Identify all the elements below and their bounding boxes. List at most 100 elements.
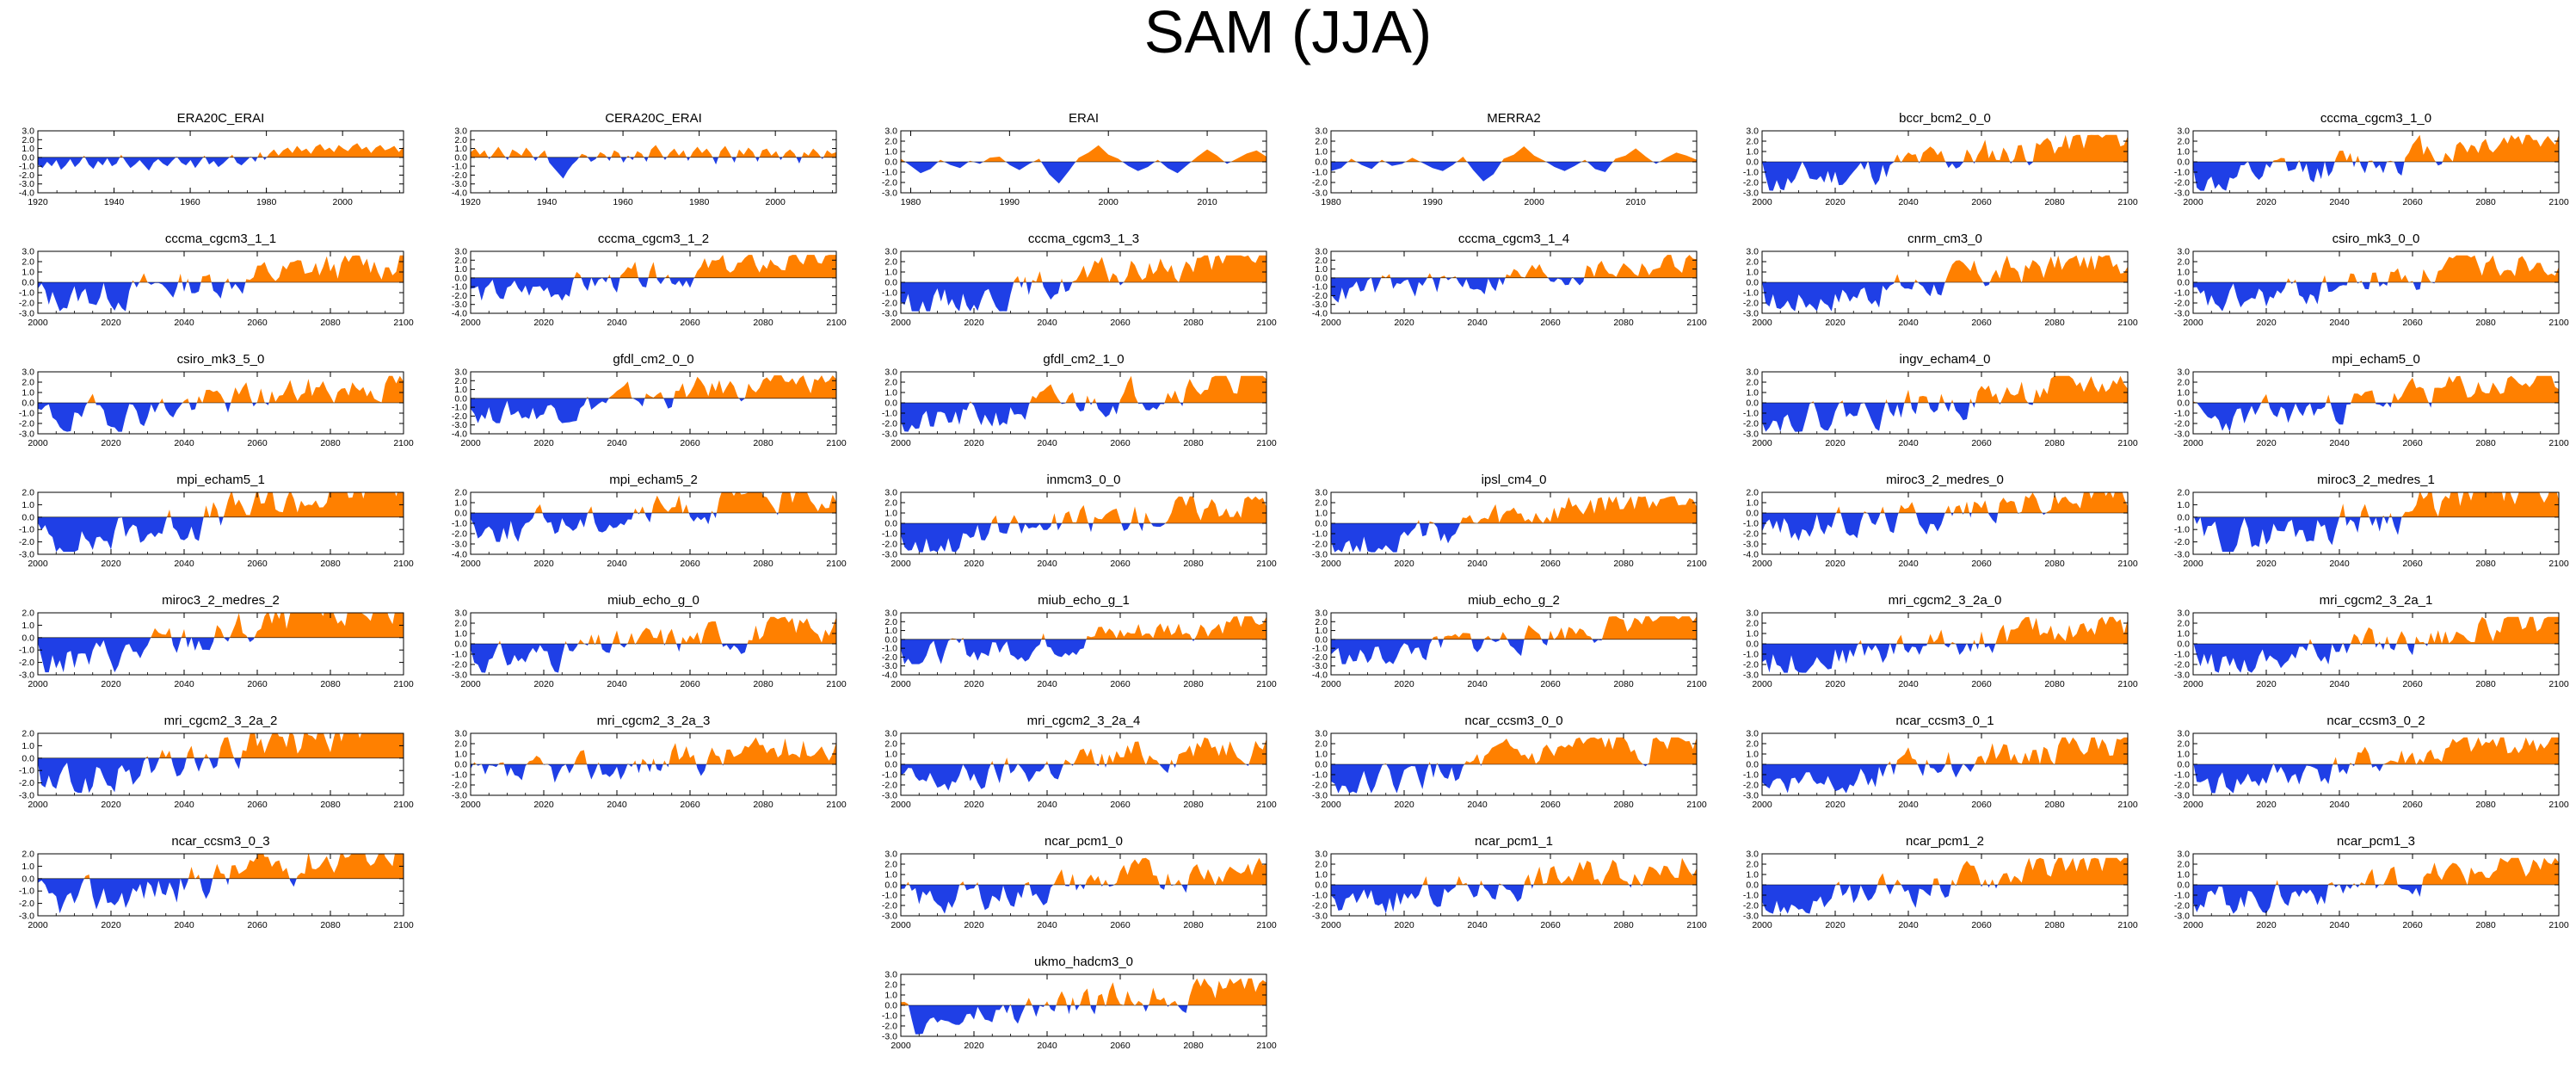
positive-area: [901, 145, 1266, 162]
negative-area: [2193, 885, 2559, 914]
y-tick-label: -3.0: [1312, 300, 1328, 310]
y-tick-label: 3.0: [1746, 127, 1759, 137]
y-tick-label: 2.0: [884, 137, 897, 147]
chart-panel-ncar_ccsm3_0_1: ncar_ccsm3_0_13.02.01.00.0-1.0-2.0-3.020…: [1743, 714, 2138, 810]
negative-area: [1331, 885, 1697, 914]
negative-area: [2193, 516, 2559, 553]
x-tick-label: 2100: [2117, 679, 2138, 689]
x-tick-label: 2020: [1394, 559, 1414, 569]
panel-title: inmcm3_0_0: [1047, 473, 1121, 487]
chart-panel-gfdl_cm2_0_0: gfdl_cm2_0_0 3.02.01.00.0-1.0-2.0-3.0-4.0…: [452, 352, 847, 448]
y-tick-label: -2.0: [1743, 529, 1759, 540]
x-tick-label: 2040: [1898, 438, 1919, 448]
panel-title: CERA20C_ERAI: [605, 111, 702, 126]
y-tick-label: -3.0: [19, 179, 34, 189]
x-tick-label: 2000: [891, 800, 911, 810]
y-tick-label: 0.0: [1746, 509, 1759, 519]
y-tick-label: 1.0: [1315, 870, 1328, 881]
x-tick-label: 2000: [1752, 920, 1772, 930]
x-tick-label: 2020: [2256, 318, 2277, 328]
x-tick-label: 2040: [607, 679, 627, 689]
x-tick-label: 2040: [1037, 559, 1057, 569]
chart-panel-mri_cgcm2_3_2a_1: mri_cgcm2_3_2a_1 3.02.01.00.0-1.0-2.0-3.0…: [2174, 593, 2569, 689]
y-tick-label: 3.0: [1746, 609, 1759, 619]
x-tick-label: 2080: [2475, 197, 2496, 207]
y-tick-label: 2.0: [22, 850, 34, 860]
y-tick-label: -3.0: [2174, 791, 2190, 801]
negative-area: [1762, 885, 2128, 914]
negative-area: [901, 639, 1195, 664]
y-tick-label: 0.0: [2177, 399, 2190, 409]
panel-title: ERA20C_ERAI: [177, 111, 265, 126]
y-tick-label: 0.0: [454, 640, 467, 650]
chart-panel-cccma_cgcm3_1_3: cccma_cgcm3_1_33.02.01.00.0-1.0-2.0-3.02…: [882, 232, 1277, 328]
x-tick-label: 2000: [28, 318, 48, 328]
x-tick-label: 2020: [1394, 318, 1414, 328]
x-tick-label: 2080: [320, 559, 341, 569]
y-tick-label: -1.0: [19, 162, 34, 172]
x-tick-label: 2060: [2402, 438, 2423, 448]
y-tick-label: 1.0: [2177, 750, 2190, 760]
y-tick-label: -2.0: [2174, 901, 2190, 911]
x-tick-label: 1980: [901, 197, 921, 207]
x-tick-label: 2000: [332, 197, 353, 207]
y-tick-label: 1.0: [454, 264, 467, 275]
y-tick-label: -2.0: [1743, 419, 1759, 429]
x-tick-label: 1980: [1321, 197, 1341, 207]
positive-area: [901, 255, 1266, 282]
y-tick-label: -2.0: [19, 419, 34, 429]
y-tick-label: 3.0: [454, 127, 467, 137]
y-tick-label: -2.0: [452, 170, 467, 181]
y-tick-label: 0.0: [454, 152, 467, 163]
x-tick-label: 2000: [2183, 197, 2203, 207]
positive-area: [1331, 616, 1697, 640]
positive-area: [1762, 134, 2128, 162]
x-tick-label: 2040: [1467, 800, 1488, 810]
y-tick-label: 2.0: [2177, 137, 2190, 147]
y-tick-label: -3.0: [1312, 911, 1328, 922]
y-tick-label: -1.0: [2174, 288, 2190, 299]
y-tick-label: 2.0: [22, 488, 34, 498]
x-tick-label: 2020: [101, 800, 121, 810]
y-tick-label: -1.0: [882, 891, 897, 901]
y-tick-label: -1.0: [1312, 891, 1328, 901]
y-tick-label: 0.0: [22, 753, 34, 763]
y-tick-label: -1.0: [452, 162, 467, 172]
y-tick-label: 0.0: [22, 633, 34, 643]
x-tick-label: 2000: [1752, 679, 1772, 689]
x-tick-label: 2000: [460, 800, 481, 810]
panel-title: csiro_mk3_5_0: [177, 352, 265, 367]
x-tick-label: 2000: [460, 318, 481, 328]
y-tick-label: 0.0: [1746, 640, 1759, 650]
y-tick-label: 2.0: [1315, 860, 1328, 870]
positive-area: [2193, 857, 2559, 885]
x-tick-label: 2000: [1752, 559, 1772, 569]
x-tick-label: 2040: [174, 920, 194, 930]
panel-title: miub_echo_g_0: [607, 593, 699, 608]
negative-area: [901, 764, 1266, 791]
x-tick-label: 2000: [1321, 318, 1341, 328]
y-tick-label: -1.0: [452, 403, 467, 413]
x-tick-label: 2100: [1686, 318, 1707, 328]
y-tick-label: -2.0: [1312, 540, 1328, 550]
y-tick-label: 0.0: [454, 273, 467, 283]
x-tick-label: 2000: [28, 438, 48, 448]
y-tick-label: -2.0: [1743, 178, 1759, 188]
chart-panel-cccma_cgcm3_1_0: cccma_cgcm3_1_03.02.01.00.0-1.0-2.0-3.02…: [2174, 111, 2569, 207]
y-tick-label: 3.0: [884, 729, 897, 739]
y-tick-label: -1.0: [1743, 409, 1759, 419]
y-tick-label: -3.0: [1312, 188, 1328, 199]
x-tick-label: 2000: [1752, 438, 1772, 448]
panel-title: cccma_cgcm3_1_3: [1028, 232, 1139, 246]
panel-title: ncar_ccsm3_0_0: [1464, 714, 1562, 728]
x-tick-label: 2020: [1825, 197, 1846, 207]
y-tick-label: 0.0: [2177, 881, 2190, 891]
x-tick-label: 2080: [2044, 559, 2065, 569]
y-tick-label: -4.0: [1743, 550, 1759, 560]
y-tick-label: -2.0: [19, 170, 34, 181]
x-tick-label: 2000: [1524, 197, 1544, 207]
y-tick-label: 2.0: [2177, 378, 2190, 388]
positive-area: [145, 733, 404, 758]
